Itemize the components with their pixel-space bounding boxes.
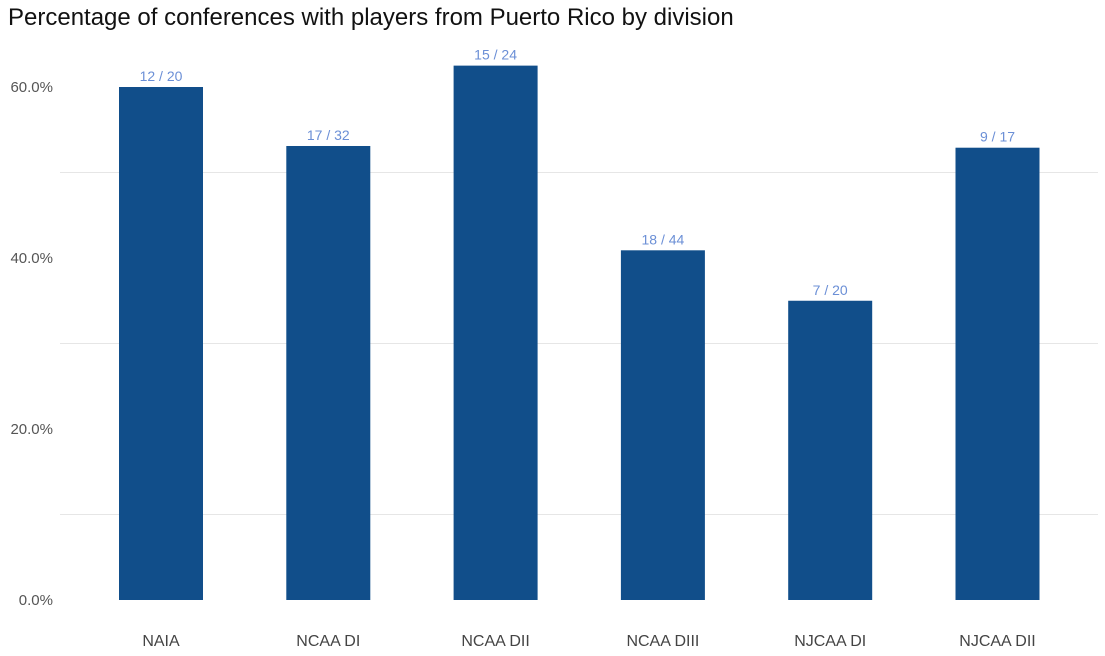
bar: [119, 87, 203, 600]
bar: [620, 250, 705, 600]
data-label: 18 / 44: [641, 231, 684, 247]
x-tick-label: NJCAA DII: [959, 633, 1035, 650]
data-label: 12 / 20: [140, 68, 183, 84]
data-label: 9 / 17: [980, 129, 1015, 145]
bar: [286, 145, 371, 600]
bars-layer: [119, 65, 1040, 600]
bar: [955, 147, 1040, 600]
labels-layer: 0.0% 20.0% 40.0% 60.0% 12 / 20 NAIA 17 / 32 NCA…: [10, 47, 1035, 650]
y-tick-label: 20.0%: [10, 421, 53, 438]
chart-title: Percentage of conferences with players f…: [8, 4, 734, 31]
x-tick-label: NJCAA DI: [794, 633, 866, 650]
grid-layer: [60, 172, 1098, 515]
bar: [788, 300, 873, 600]
data-label: 17 / 32: [307, 127, 350, 143]
data-label: 7 / 20: [813, 282, 848, 298]
y-tick-label: 0.0%: [19, 592, 53, 609]
x-tick-label: NAIA: [142, 633, 180, 650]
x-tick-label: NCAA DI: [296, 633, 360, 650]
bar: [453, 65, 538, 600]
data-label: 15 / 24: [474, 47, 517, 63]
y-tick-label: 40.0%: [10, 250, 53, 267]
y-tick-label: 60.0%: [10, 79, 53, 96]
x-tick-label: NCAA DIII: [626, 633, 699, 650]
x-tick-label: NCAA DII: [461, 633, 529, 650]
